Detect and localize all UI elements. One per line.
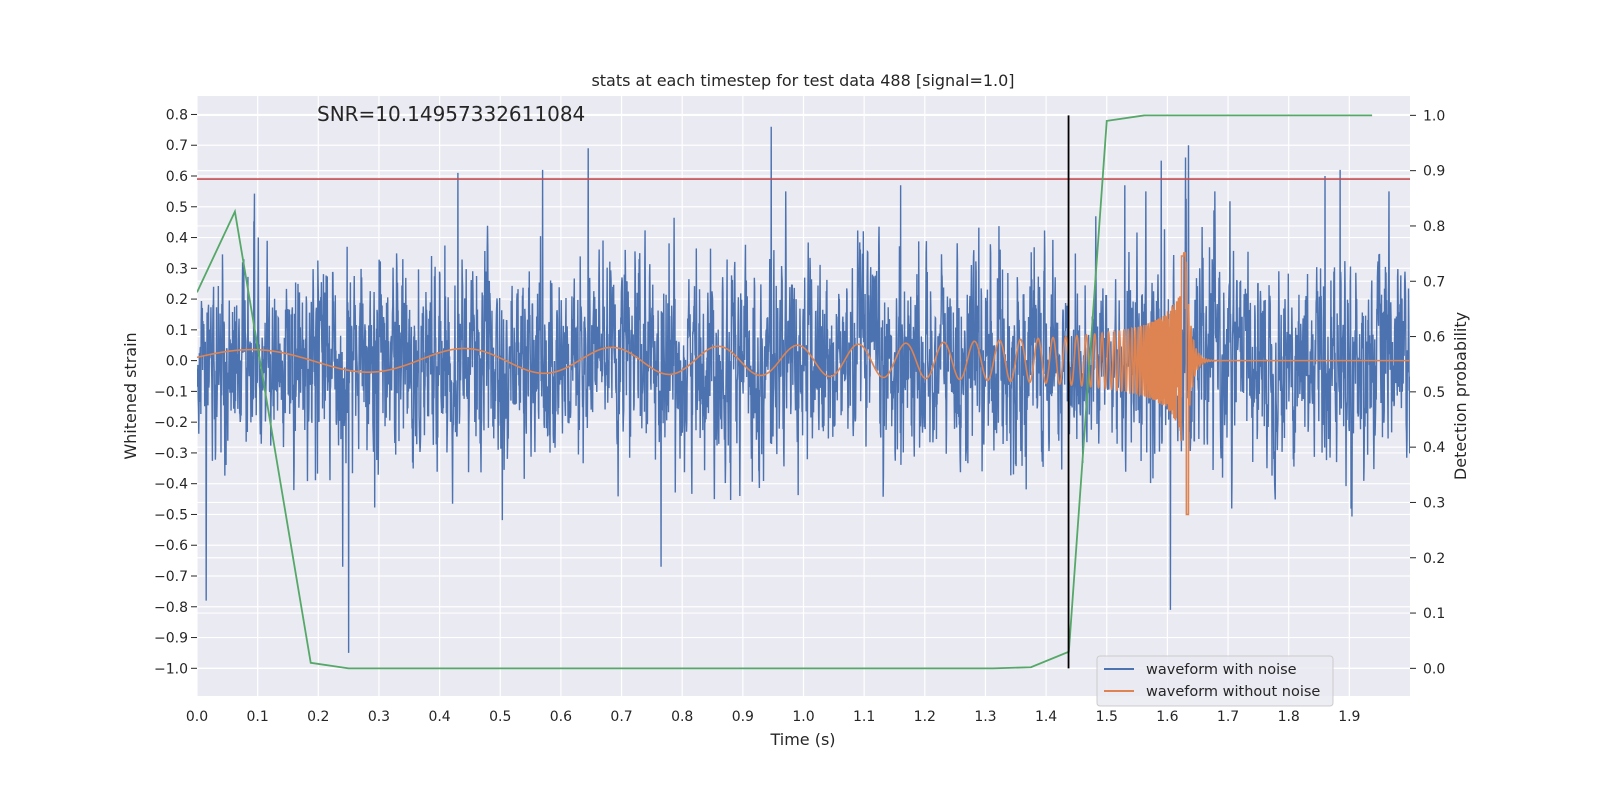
x-tick-label: 0.6: [550, 709, 572, 725]
y-right-tick-label: 0.8: [1423, 219, 1445, 235]
x-tick-label: 1.8: [1278, 709, 1300, 725]
legend-box: [1096, 655, 1334, 707]
x-tick-label: 0.2: [307, 709, 329, 725]
x-tick-label: 0.8: [671, 709, 693, 725]
y-left-tick-label: −0.5: [154, 507, 188, 523]
x-tick-label: 0.3: [368, 709, 390, 725]
y-left-tick-label: −1.0: [154, 661, 188, 677]
series-line-waveform-without-noise: [197, 252, 1410, 516]
x-tick-label: 1.0: [792, 709, 814, 725]
y-left-tick-label: −0.3: [154, 446, 188, 462]
x-tick-label: 1.1: [853, 709, 875, 725]
y-left-axis-label: Whitened strain: [121, 332, 140, 459]
legend-label-noisy: waveform with noise: [1146, 662, 1297, 678]
x-tick-label: 0.4: [428, 709, 450, 725]
x-tick-label: 1.6: [1156, 709, 1178, 725]
y-left-tick-label: −0.7: [154, 569, 188, 585]
y-right-axis-label: Detection probability: [1451, 312, 1470, 480]
series-layer: [197, 114, 1410, 670]
y-left-tick-label: −0.4: [154, 477, 188, 493]
x-tick-label: 0.1: [247, 709, 269, 725]
y-left-axis-ticks: 0.8 0.7 0.6 0.5 0.4 0.3 0.2 0.1 0.0 −0.1 −0.2 −0.3 −…: [154, 107, 197, 677]
y-left-tick-label: 0.7: [166, 138, 188, 154]
x-tick-label: 1.4: [1035, 709, 1057, 725]
snr-annotation: SNR=10.14957332611084: [317, 102, 585, 126]
legend: waveform with noise waveform without noi…: [1096, 655, 1334, 707]
y-right-tick-label: 0.9: [1423, 164, 1445, 180]
y-left-tick-label: −0.9: [154, 631, 188, 647]
x-tick-label: 1.9: [1338, 709, 1360, 725]
x-axis-ticks: 0.0 0.1 0.2 0.3 0.4 0.5 0.6 0.7 0.8 0.9 1.0 1.1 1.2 1…: [186, 709, 1361, 725]
y-left-tick-label: 0.5: [166, 200, 188, 216]
x-tick-label: 0.5: [489, 709, 511, 725]
y-right-tick-label: 0.7: [1423, 274, 1445, 290]
y-right-tick-label: 0.1: [1423, 606, 1445, 622]
y-left-tick-label: 0.2: [166, 292, 188, 308]
series-line-waveform-with-noise: [197, 126, 1410, 653]
y-right-tick-label: 0.4: [1423, 440, 1445, 456]
chart-title: stats at each timestep for test data 488…: [591, 71, 1014, 90]
y-right-axis-ticks: 1.0 0.9 0.8 0.7 0.6 0.5 0.4 0.3 0.2 0.1 0.0: [1410, 108, 1445, 677]
legend-label-clean: waveform without noise: [1146, 684, 1320, 700]
x-axis-label: Time (s): [769, 730, 835, 749]
y-left-tick-label: 0.3: [166, 261, 188, 277]
y-right-tick-label: 0.6: [1423, 330, 1445, 346]
y-left-tick-label: −0.1: [154, 384, 188, 400]
y-left-tick-label: −0.8: [154, 600, 188, 616]
y-left-tick-label: 0.4: [166, 231, 188, 247]
series-line-detection-probability: [197, 114, 1373, 670]
x-tick-label: 1.5: [1096, 709, 1118, 725]
y-left-tick-label: −0.6: [154, 538, 188, 554]
x-tick-label: 0.0: [186, 709, 208, 725]
y-right-tick-label: 0.5: [1423, 385, 1445, 401]
x-tick-label: 1.3: [974, 709, 996, 725]
y-right-tick-label: 0.2: [1423, 551, 1445, 567]
x-tick-label: 0.9: [732, 709, 754, 725]
y-right-tick-label: 1.0: [1423, 108, 1445, 124]
x-tick-label: 1.2: [914, 709, 936, 725]
y-left-tick-label: 0.6: [166, 169, 188, 185]
y-left-tick-label: 0.0: [166, 354, 188, 370]
y-left-tick-label: 0.1: [166, 323, 188, 339]
x-tick-label: 0.7: [610, 709, 632, 725]
y-left-tick-label: −0.2: [154, 415, 188, 431]
x-tick-label: 1.7: [1217, 709, 1239, 725]
y-right-tick-label: 0.0: [1423, 661, 1445, 677]
y-left-tick-label: 0.8: [166, 107, 188, 123]
y-right-tick-label: 0.3: [1423, 495, 1445, 511]
